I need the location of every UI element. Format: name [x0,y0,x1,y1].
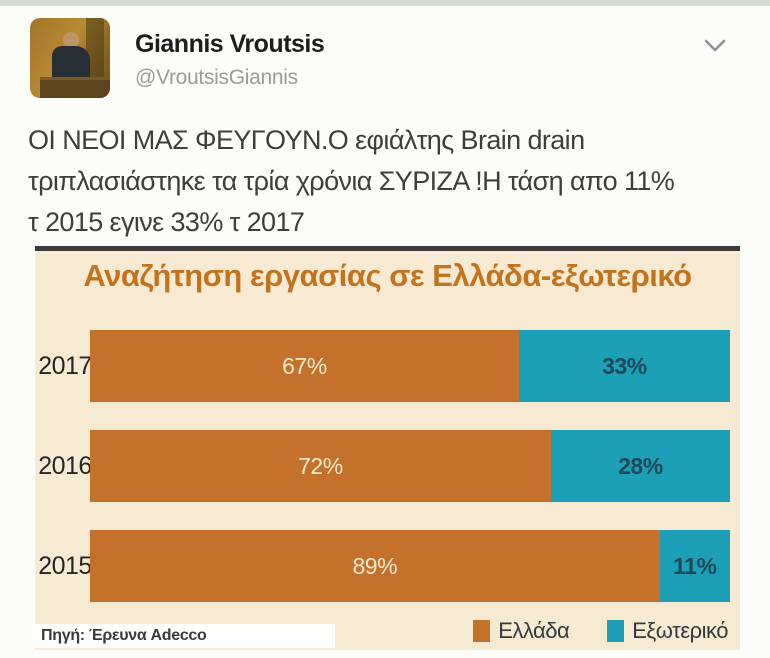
chart-legend: Ελλάδα Εξωτερικό [473,618,728,644]
bar-segment-greece: 67% [90,330,519,402]
chart-row: 2016 72% 28% [35,430,740,502]
chart-title: Αναζήτηση εργασίας σε Ελλάδα-εξωτερικό [83,258,692,293]
bar-segment-abroad: 28% [550,430,730,502]
author-handle[interactable]: @VroutsisGiannis [135,66,298,89]
avatar-person-head [63,32,79,48]
bar-segment-abroad: 33% [518,330,730,402]
chart-row: 2015 89% 11% [35,530,740,602]
legend-swatch-icon [473,620,491,642]
chart-source: Πηγή: Έρευνα Adecco [35,624,335,648]
top-strip [0,0,770,6]
bar-segment-greece: 89% [90,530,660,602]
chart-image[interactable]: Αναζήτηση εργασίας σε Ελλάδα-εξωτερικό 2… [35,246,740,650]
bar-segment-abroad: 11% [659,530,730,602]
legend-label: Ελλάδα [498,618,570,643]
legend-swatch-icon [607,620,625,642]
bar-value-label: 28% [618,452,663,479]
legend-label: Εξωτερικό [632,618,728,643]
stacked-bar: 89% 11% [90,530,730,602]
chevron-down-icon[interactable] [700,33,730,57]
bar-value-label: 89% [352,552,398,579]
chart-row: 2017 67% 33% [35,330,740,402]
chart-rows: 2017 67% 33% 2016 72% 28% 2015 89% 11% [35,330,740,630]
author-name[interactable]: Giannis Vroutsis [135,30,325,58]
bar-value-label: 67% [282,352,327,379]
chart-year-label: 2017 [38,351,92,380]
avatar-podium [40,77,110,98]
stacked-bar: 72% 28% [90,430,730,502]
avatar[interactable] [30,18,110,98]
legend-item: Εξωτερικό [607,618,728,644]
bar-value-label: 33% [602,352,647,379]
tweet-text: ΟΙ ΝΕΟΙ ΜΑΣ ΦΕΥΓΟΥΝ.Ο εφιάλτης Brain dra… [28,120,763,243]
tweet-text-line: τριπλασιάστηκε τα τρία χρόνια ΣΥΡΙΖΑ !Η … [28,166,675,196]
avatar-person-suit [52,46,90,82]
bar-value-label: 11% [673,552,717,579]
stacked-bar: 67% 33% [90,330,730,402]
bar-value-label: 72% [298,452,343,479]
chart-year-label: 2015 [38,551,92,580]
chart-year-label: 2016 [38,451,92,480]
bar-segment-greece: 72% [90,430,551,502]
tweet-text-line: τ 2015 εγινε 33% τ 2017 [28,207,305,237]
tweet-text-line: ΟΙ ΝΕΟΙ ΜΑΣ ΦΕΥΓΟΥΝ.Ο εφιάλτης Brain dra… [28,125,585,155]
legend-item: Ελλάδα [473,618,570,644]
